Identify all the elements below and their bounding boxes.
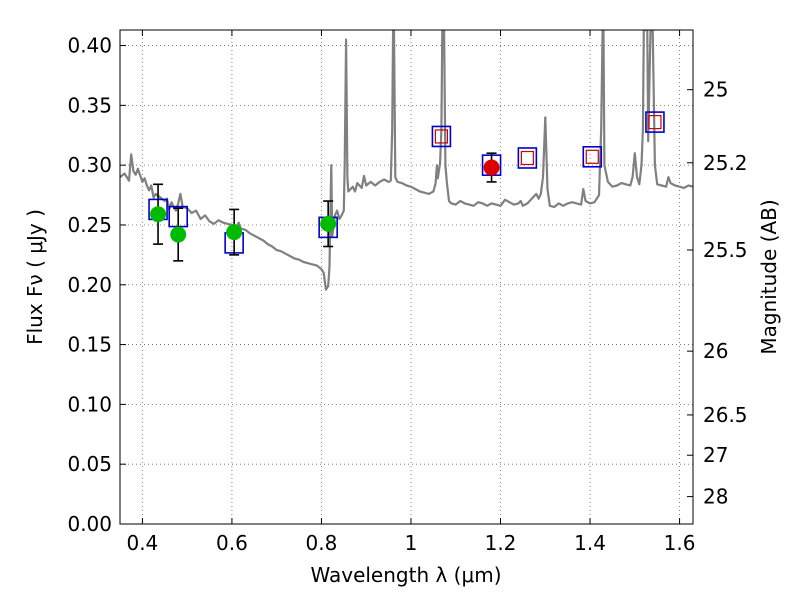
model-photometry-box: [431, 125, 452, 148]
right-tick-label: 25.5: [703, 238, 748, 262]
y-tick-label: 0.35: [67, 93, 112, 117]
y-tick-label: 0.30: [67, 153, 112, 177]
right-tick-label: 25.2: [703, 151, 748, 175]
model-photometry-inner-box: [648, 115, 662, 130]
x-tick-label: 1: [405, 531, 418, 555]
observed-flux-point: [170, 226, 187, 243]
y-tick-label: 0.25: [67, 213, 112, 237]
observed-flux-point: [320, 215, 337, 232]
x-tick-label: 0.6: [216, 531, 248, 555]
spectrum-layer: [120, 30, 693, 291]
observed-flux-point: [483, 159, 500, 176]
x-axis-label: Wavelength λ (μm): [310, 563, 501, 587]
model-photometry-box: [582, 145, 603, 168]
y-tick-label: 0.15: [67, 333, 112, 357]
right-axis-label: Magnitude (AB): [757, 199, 781, 354]
y-tick-label: 0.20: [67, 273, 112, 297]
x-tick-label: 1.2: [485, 531, 517, 555]
right-magnitude-axis: 25 25.2 25.5 26 26.5 27 28: [687, 78, 748, 509]
x-tick-label: 1.4: [574, 531, 606, 555]
model-photometry-box: [645, 111, 665, 133]
x-tick-label: 0.8: [306, 531, 338, 555]
right-tick-label: 27: [703, 443, 728, 467]
observed-flux-point: [226, 224, 243, 241]
observed-flux-point: [150, 206, 167, 223]
x-axis: 0.4 0.6 0.8 1 1.2 1.4 1.6: [126, 30, 695, 555]
y-tick-label: 0.00: [67, 512, 112, 536]
right-tick-label: 25: [703, 78, 728, 102]
plot-frame: [119, 29, 694, 525]
y-axis: 0.00 0.05 0.10 0.15 0.20 0.25 0.30 0.35 0.40: [67, 34, 126, 536]
model-photometry-box: [517, 147, 538, 169]
y-axis-label: Flux Fν ( μJy ): [23, 209, 47, 345]
template-spectrum-line: [120, 30, 693, 291]
right-tick-label: 26.5: [703, 403, 748, 427]
y-tick-label: 0.10: [67, 392, 112, 416]
model-photometry-inner-box: [520, 150, 534, 166]
x-tick-label: 1.6: [664, 531, 696, 555]
right-tick-label: 28: [703, 485, 728, 509]
x-tick-label: 0.4: [126, 531, 158, 555]
y-tick-label: 0.40: [67, 34, 112, 58]
plot-area: [120, 30, 693, 291]
y-tick-label: 0.05: [67, 452, 112, 476]
right-tick-label: 26: [703, 339, 728, 363]
marker-layer: [148, 111, 665, 262]
model-photometry-inner-box: [585, 149, 599, 164]
model-photometry-inner-box: [434, 129, 449, 144]
